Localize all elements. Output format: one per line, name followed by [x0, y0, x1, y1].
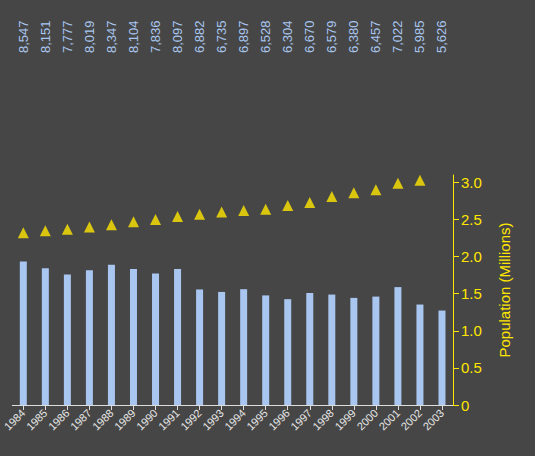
svg-text:8,347: 8,347 [104, 20, 119, 53]
svg-text:1994: 1994 [222, 407, 248, 433]
svg-text:1992: 1992 [178, 407, 204, 433]
svg-text:6,882: 6,882 [192, 20, 207, 53]
svg-text:5,985: 5,985 [412, 20, 427, 53]
svg-text:1989: 1989 [112, 407, 138, 433]
svg-text:6,897: 6,897 [236, 20, 251, 53]
svg-text:8,019: 8,019 [82, 20, 97, 53]
svg-text:1986: 1986 [46, 407, 72, 433]
svg-text:1993: 1993 [200, 407, 226, 433]
svg-text:1984: 1984 [2, 407, 28, 433]
svg-text:6,304: 6,304 [280, 20, 295, 53]
svg-text:2001: 2001 [376, 407, 402, 433]
svg-text:1997: 1997 [288, 407, 314, 433]
svg-text:2003: 2003 [420, 407, 446, 433]
svg-text:6,528: 6,528 [258, 20, 273, 53]
svg-text:1.5: 1.5 [461, 285, 482, 302]
svg-text:6,735: 6,735 [214, 20, 229, 53]
svg-text:1999: 1999 [332, 407, 358, 433]
svg-text:7,777: 7,777 [60, 20, 75, 53]
svg-text:8,097: 8,097 [170, 20, 185, 53]
svg-text:2.5: 2.5 [461, 211, 482, 228]
svg-text:1998: 1998 [310, 407, 336, 433]
svg-text:2000: 2000 [354, 407, 380, 433]
svg-text:1991: 1991 [156, 407, 182, 433]
svg-text:1987: 1987 [68, 407, 94, 433]
svg-text:1990: 1990 [134, 407, 160, 433]
svg-text:1995: 1995 [244, 407, 270, 433]
svg-text:8,104: 8,104 [126, 20, 141, 53]
svg-text:Population (Millions): Population (Millions) [496, 222, 513, 357]
svg-text:6,670: 6,670 [302, 20, 317, 53]
svg-text:0.5: 0.5 [461, 359, 482, 376]
svg-text:8,151: 8,151 [38, 20, 53, 53]
svg-text:1996: 1996 [266, 407, 292, 433]
svg-text:7,022: 7,022 [390, 20, 405, 53]
svg-text:3.0: 3.0 [461, 174, 482, 191]
svg-text:6,579: 6,579 [324, 20, 339, 53]
svg-text:1.0: 1.0 [461, 322, 482, 339]
svg-text:8,547: 8,547 [16, 20, 31, 53]
svg-text:7,836: 7,836 [148, 20, 163, 53]
svg-text:5,626: 5,626 [434, 20, 449, 53]
svg-text:1985: 1985 [24, 407, 50, 433]
svg-text:6,457: 6,457 [368, 20, 383, 53]
svg-text:1988: 1988 [90, 407, 116, 433]
svg-text:6,380: 6,380 [346, 20, 361, 53]
svg-text:0: 0 [461, 397, 469, 414]
svg-text:2.0: 2.0 [461, 248, 482, 265]
svg-text:2002: 2002 [398, 407, 424, 433]
